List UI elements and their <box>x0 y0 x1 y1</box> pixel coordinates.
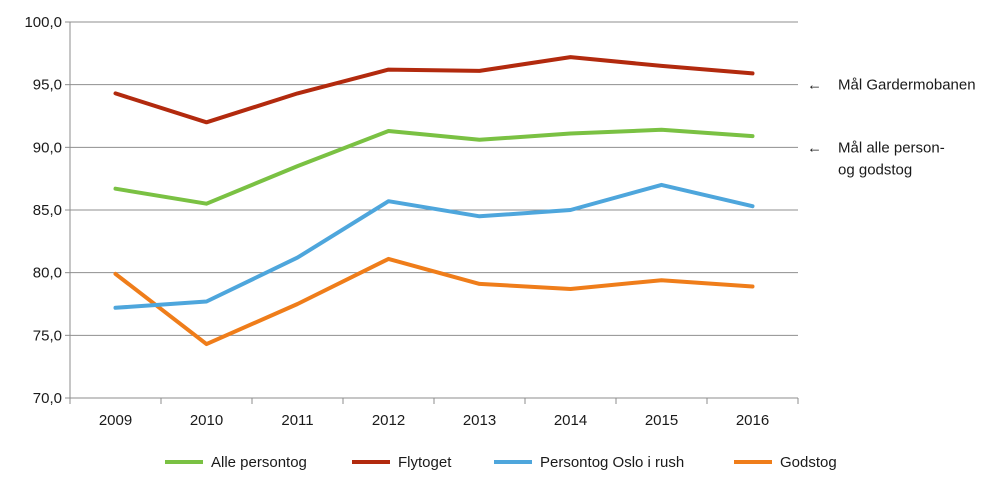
series-line-flytoget <box>113 55 755 125</box>
x-tick-label-2010: 2010 <box>190 412 223 429</box>
y-tick-label-85: 85,0 <box>33 202 62 219</box>
y-tick-label-90: 90,0 <box>33 139 62 156</box>
y-tick-label-100: 100,0 <box>24 14 62 31</box>
annotation-label-0-0: Mål Gardermobanen <box>838 77 976 94</box>
legend-label-persontog-oslo-i-rush: Persontog Oslo i rush <box>540 454 684 471</box>
target-annotations: ← Mål Gardermobanen ← Mål alle person-og go… <box>807 77 976 179</box>
series-line-persontog-oslo-i-rush <box>113 182 755 310</box>
x-tick-label-2009: 2009 <box>99 412 132 429</box>
y-tick-label-80: 80,0 <box>33 265 62 282</box>
series-line-godstog <box>113 256 755 347</box>
legend-label-flytoget: Flytoget <box>398 454 452 471</box>
x-tick-label-2011: 2011 <box>281 412 313 429</box>
series-line-alle-persontog <box>113 127 755 206</box>
y-tick-label-95: 95,0 <box>33 77 62 94</box>
y-tick-label-70: 70,0 <box>33 390 62 407</box>
annotation-arrow-0: ← <box>807 77 822 94</box>
x-tick-label-2012: 2012 <box>372 412 405 429</box>
x-tick-label-2016: 2016 <box>736 412 769 429</box>
x-tick-label-2013: 2013 <box>463 412 496 429</box>
annotation-label-1-1: og godstog <box>838 161 912 178</box>
annotation-label-1-0: Mål alle person- <box>838 139 945 156</box>
y-axis-ticks: 70,0 75,0 80,0 85,0 90,0 95,0 100,0 <box>24 14 70 407</box>
legend: Alle persontog Flytoget Persontog Oslo i r… <box>165 454 837 471</box>
y-tick-label-75: 75,0 <box>33 327 62 344</box>
x-axis: 2009 2010 2011 2012 2013 2014 2015 2016 <box>69 22 799 429</box>
legend-label-alle-persontog: Alle persontog <box>211 454 307 471</box>
legend-label-godstog: Godstog <box>780 454 837 471</box>
x-tick-label-2015: 2015 <box>645 412 678 429</box>
annotation-arrow-1: ← <box>807 139 822 156</box>
x-tick-label-2014: 2014 <box>554 412 587 429</box>
series-lines <box>113 55 755 347</box>
